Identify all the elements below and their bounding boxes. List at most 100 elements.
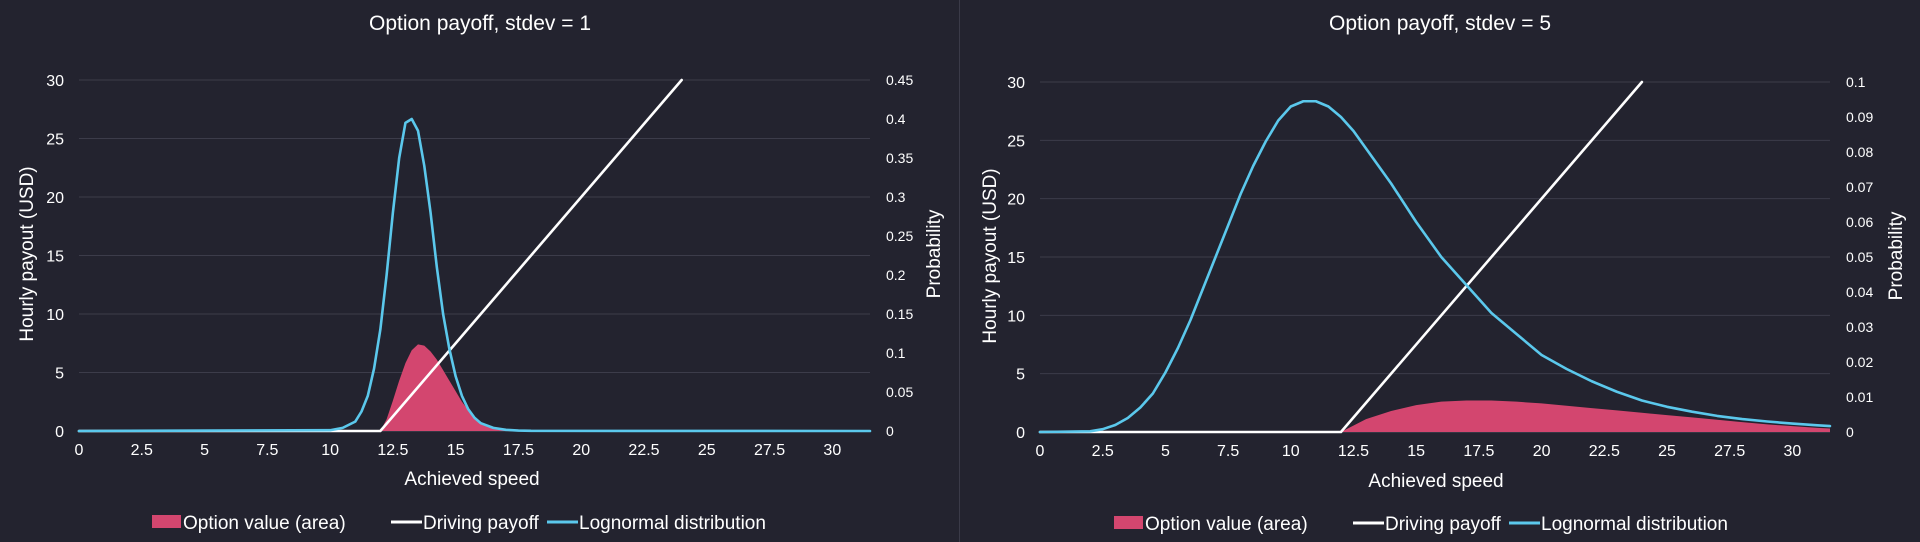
x-tick-label: 25 [698,442,716,459]
series-area-option-value [1340,400,1830,432]
y-axis-ticks: 0 5 10 15 20 25 30 [1007,75,1025,442]
y-tick-label: 15 [1007,250,1025,267]
y2-tick-label: 0.3 [886,189,906,205]
y2-axis-ticks: 0 0.01 0.02 0.03 0.04 0.05 0.06 0.07 0.08 0.09 0.1 [1846,74,1873,440]
legend-label-area: Option value (area) [183,513,346,534]
x-tick-label: 12.5 [377,442,408,459]
y-tick-label: 20 [46,190,64,207]
series-lines [1038,80,1832,434]
y-tick-label: 5 [55,366,64,383]
x-tick-label: 20 [1533,443,1551,460]
legend-label-area: Option value (area) [1145,514,1308,535]
y-axis-ticks: 0 5 10 15 20 25 30 [46,73,64,441]
x-tick-label: 20 [572,442,590,459]
series-line-lognormal [77,117,872,433]
y2-tick-label: 0.35 [886,150,913,166]
x-axis-ticks: 0 2.5 5 7.5 10 12.5 15 17.5 20 22.5 25 27.5 30 [1036,443,1802,460]
x-tick-label: 10 [1282,443,1300,460]
y2-tick-label: 0.08 [1846,144,1873,160]
series-lines [77,78,872,433]
legend: Option value (area) Driving payoff Logno… [152,513,766,534]
legend: Option value (area) Driving payoff Logno… [1114,514,1728,535]
legend-label-lognormal: Lognormal distribution [579,513,766,534]
y2-tick-label: 0.15 [886,306,913,322]
y2-tick-label: 0.02 [1846,354,1873,370]
y2-axis-label: Probability [1886,211,1907,300]
y-tick-label: 0 [55,424,64,441]
x-tick-label: 5 [200,442,209,459]
legend-label-lognormal: Lognormal distribution [1541,514,1728,535]
x-tick-label: 10 [321,442,339,459]
x-tick-label: 27.5 [754,442,785,459]
x-tick-label: 22.5 [1589,443,1620,460]
y2-tick-label: 0.1 [886,345,906,361]
panel-divider [959,0,960,542]
x-tick-label: 25 [1658,443,1676,460]
option-value-area [380,344,519,431]
y2-tick-label: 0.01 [1846,389,1873,405]
chart-panel-stdev-1: Option payoff, stdev = 1 0 2.5 5 7.5 10 12.5 1… [17,12,945,534]
y2-tick-label: 0.45 [886,72,913,88]
y2-tick-label: 0.4 [886,111,906,127]
y2-tick-label: 0.1 [1846,74,1866,90]
x-tick-label: 17.5 [503,442,534,459]
x-tick-label: 2.5 [1092,443,1114,460]
x-axis-label: Achieved speed [1368,471,1503,492]
x-tick-label: 27.5 [1714,443,1745,460]
x-tick-label: 17.5 [1463,443,1494,460]
x-tick-label: 30 [823,442,841,459]
x-tick-label: 7.5 [1217,443,1239,460]
x-tick-label: 7.5 [256,442,278,459]
series-line-lognormal [1038,99,1832,434]
x-tick-label: 0 [75,442,84,459]
y2-tick-label: 0 [1846,424,1854,440]
gridlines [79,79,870,432]
y-axis-label: Hourly payout (USD) [17,166,38,341]
y2-axis-ticks: 0 0.05 0.1 0.15 0.2 0.25 0.3 0.35 0.4 0.45 [886,72,913,439]
y2-tick-label: 0 [886,423,894,439]
y-tick-label: 25 [46,132,64,149]
y2-tick-label: 0.06 [1846,214,1873,230]
y2-tick-label: 0.03 [1846,319,1873,335]
y2-axis-label: Probability [924,209,945,298]
x-tick-label: 2.5 [131,442,153,459]
y2-tick-label: 0.2 [886,267,906,283]
y-tick-label: 15 [46,249,64,266]
chart-title: Option payoff, stdev = 5 [1329,12,1551,35]
x-tick-label: 30 [1783,443,1801,460]
x-tick-label: 22.5 [628,442,659,459]
series-line-driving-payoff [1038,80,1644,434]
legend-swatch-area [152,515,181,528]
y-tick-label: 20 [1007,192,1025,209]
x-axis-ticks: 0 2.5 5 7.5 10 12.5 15 17.5 20 22.5 25 27.5 30 [75,442,842,459]
x-tick-label: 15 [1407,443,1425,460]
y-axis-label: Hourly payout (USD) [980,168,1001,343]
chart-panel-stdev-5: Option payoff, stdev = 5 0 2.5 5 7.5 10 12.5 1… [980,12,1907,535]
option-value-area [1340,400,1830,432]
y2-tick-label: 0.05 [1846,249,1873,265]
y2-tick-label: 0.07 [1846,179,1873,195]
y2-tick-label: 0.04 [1846,284,1873,300]
y-tick-label: 30 [46,73,64,90]
y2-tick-label: 0.25 [886,228,913,244]
legend-swatch-area [1114,516,1143,529]
y-tick-label: 10 [1007,308,1025,325]
x-axis-label: Achieved speed [404,469,539,490]
chart-title: Option payoff, stdev = 1 [369,12,591,35]
legend-label-payoff: Driving payoff [1385,514,1502,535]
y-tick-label: 0 [1016,425,1025,442]
x-tick-label: 15 [447,442,465,459]
series-area-option-value [380,344,519,431]
y-tick-label: 25 [1007,133,1025,150]
legend-label-payoff: Driving payoff [423,513,540,534]
x-tick-label: 12.5 [1338,443,1369,460]
y-tick-label: 10 [46,307,64,324]
y-tick-label: 30 [1007,75,1025,92]
x-tick-label: 5 [1161,443,1170,460]
y2-tick-label: 0.05 [886,384,913,400]
gridlines [1040,81,1830,433]
y2-tick-label: 0.09 [1846,109,1873,125]
y-tick-label: 5 [1016,367,1025,384]
x-tick-label: 0 [1036,443,1045,460]
